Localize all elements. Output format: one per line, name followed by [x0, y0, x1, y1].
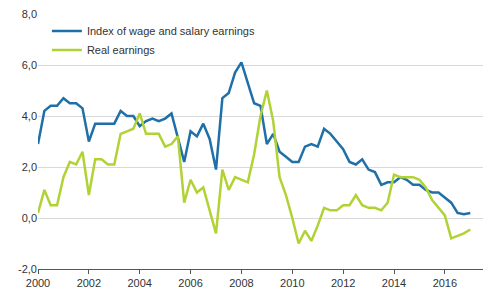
svg-text:6,0: 6,0 [22, 59, 37, 71]
svg-text:0,0: 0,0 [22, 212, 37, 224]
svg-text:8,0: 8,0 [22, 8, 37, 20]
svg-text:2012: 2012 [331, 277, 355, 289]
svg-text:2002: 2002 [77, 277, 101, 289]
svg-text:Real earnings: Real earnings [87, 44, 155, 56]
svg-text:-2,0: -2,0 [18, 263, 37, 275]
svg-text:2004: 2004 [127, 277, 151, 289]
svg-text:2008: 2008 [229, 277, 253, 289]
svg-text:2,0: 2,0 [22, 161, 37, 173]
svg-text:4,0: 4,0 [22, 110, 37, 122]
svg-text:Index of wage and salary earni: Index of wage and salary earnings [87, 25, 255, 37]
svg-text:2014: 2014 [382, 277, 406, 289]
svg-text:2006: 2006 [178, 277, 202, 289]
svg-text:2000: 2000 [26, 277, 50, 289]
svg-text:2016: 2016 [433, 277, 457, 289]
svg-text:2010: 2010 [280, 277, 304, 289]
